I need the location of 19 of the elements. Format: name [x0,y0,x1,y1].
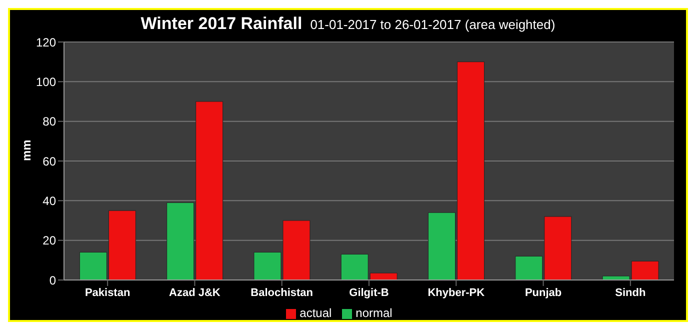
legend-label: actual [300,306,332,320]
legend-label: normal [356,306,392,320]
x-tick-label: Pakistan [84,286,130,299]
y-tick-label: 100 [36,74,56,89]
x-tick-label: Balochistan [250,286,314,299]
y-tick-label: 20 [42,234,56,248]
y-tick-label: 0 [49,273,56,288]
y-tick-label: 80 [42,114,56,129]
x-tick-label: Sindh [615,286,646,299]
y-axis-title: mm [19,140,34,161]
x-tick-label: Azad J&K [169,286,220,299]
chart-subtitle: 01-01-2017 to 26-01-2017 (area weighted) [310,17,556,32]
chart-title: Winter 2017 Rainfall [140,14,302,33]
y-tick-label: 40 [42,194,56,208]
y-tick-label: 60 [42,154,56,168]
x-tick-label: Punjab [524,286,562,299]
y-tick-label: 120 [36,35,56,50]
x-tick-label: Khyber-PK [428,286,485,299]
x-tick-label: Gilgit-B [349,286,389,299]
